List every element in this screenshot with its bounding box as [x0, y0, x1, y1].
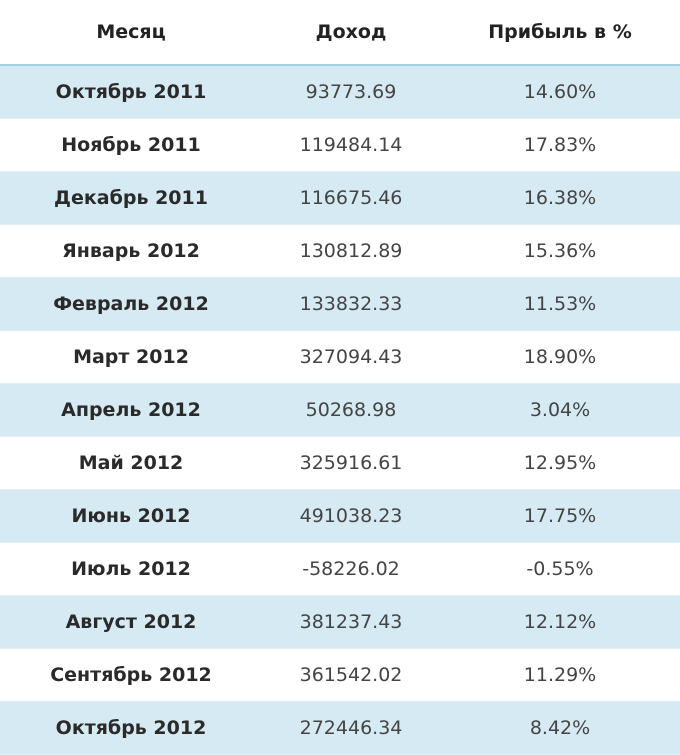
table-row: Июль 2012 -58226.02 -0.55% — [0, 542, 680, 596]
header-cell: Прибыль в % — [440, 0, 680, 66]
month-cell: Ноябрь 2011 — [0, 118, 262, 172]
table-row: Ноябрь 2011 119484.14 17.83% — [0, 118, 680, 172]
income-cell: 133832.33 — [262, 277, 440, 331]
profit-cell: 8.42% — [440, 701, 680, 755]
month-cell: Январь 2012 — [0, 224, 262, 278]
income-cell: 361542.02 — [262, 648, 440, 702]
header-cell: Месяц — [0, 0, 262, 66]
table-row: Февраль 2012 133832.33 11.53% — [0, 277, 680, 331]
profit-cell: 15.36% — [440, 224, 680, 278]
profit-cell: 12.12% — [440, 595, 680, 649]
income-cell: 116675.46 — [262, 171, 440, 225]
month-cell: Октябрь 2011 — [0, 65, 262, 119]
month-cell: Июль 2012 — [0, 542, 262, 596]
month-cell: Август 2012 — [0, 595, 262, 649]
table-row: Март 2012 327094.43 18.90% — [0, 330, 680, 384]
income-cell: 381237.43 — [262, 595, 440, 649]
table-header: Месяц Доход Прибыль в % — [0, 0, 680, 66]
income-cell: 491038.23 — [262, 489, 440, 543]
table-row: Октябрь 2012 272446.34 8.42% — [0, 701, 680, 755]
income-cell: 93773.69 — [262, 65, 440, 119]
month-cell: Июнь 2012 — [0, 489, 262, 543]
profit-cell: 17.75% — [440, 489, 680, 543]
profit-cell: 11.53% — [440, 277, 680, 331]
profit-cell: 16.38% — [440, 171, 680, 225]
profit-cell: 14.60% — [440, 65, 680, 119]
profit-cell: 3.04% — [440, 383, 680, 437]
table-row: Декабрь 2011 116675.46 16.38% — [0, 171, 680, 225]
income-cell: 50268.98 — [262, 383, 440, 437]
month-cell: Апрель 2012 — [0, 383, 262, 437]
table-row: Май 2012 325916.61 12.95% — [0, 436, 680, 490]
month-cell: Октябрь 2012 — [0, 701, 262, 755]
header-cell: Доход — [262, 0, 440, 66]
profit-cell: 18.90% — [440, 330, 680, 384]
profit-cell: -0.55% — [440, 542, 680, 596]
header-row: Месяц Доход Прибыль в % — [0, 0, 680, 66]
profit-cell: 11.29% — [440, 648, 680, 702]
table-row: Август 2012 381237.43 12.12% — [0, 595, 680, 649]
month-cell: Май 2012 — [0, 436, 262, 490]
month-cell: Декабрь 2011 — [0, 171, 262, 225]
profit-cell: 12.95% — [440, 436, 680, 490]
income-cell: 119484.14 — [262, 118, 440, 172]
profit-cell: 17.83% — [440, 118, 680, 172]
income-cell: 130812.89 — [262, 224, 440, 278]
month-cell: Сентябрь 2012 — [0, 648, 262, 702]
table-body: Октябрь 2011 93773.69 14.60% Ноябрь 2011 119… — [0, 65, 680, 755]
table-row: Октябрь 2011 93773.69 14.60% — [0, 65, 680, 119]
month-cell: Февраль 2012 — [0, 277, 262, 331]
month-cell: Март 2012 — [0, 330, 262, 384]
income-cell: 327094.43 — [262, 330, 440, 384]
table-row: Январь 2012 130812.89 15.36% — [0, 224, 680, 278]
income-cell: 272446.34 — [262, 701, 440, 755]
income-cell: -58226.02 — [262, 542, 440, 596]
table-row: Июнь 2012 491038.23 17.75% — [0, 489, 680, 543]
table-row: Апрель 2012 50268.98 3.04% — [0, 383, 680, 437]
table-row: Сентябрь 2012 361542.02 11.29% — [0, 648, 680, 702]
income-cell: 325916.61 — [262, 436, 440, 490]
